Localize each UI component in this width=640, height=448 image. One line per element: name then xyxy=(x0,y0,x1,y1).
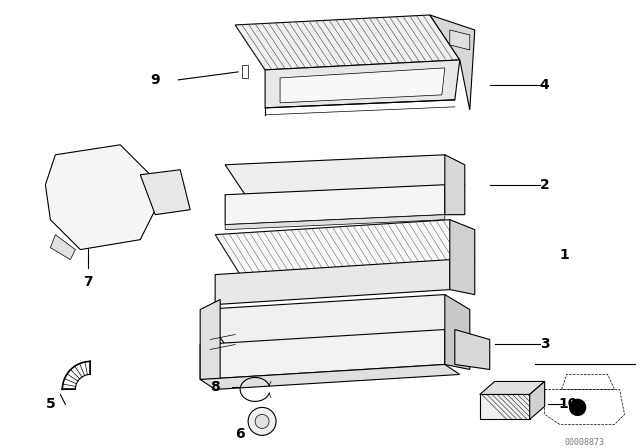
Text: 2: 2 xyxy=(540,178,550,192)
Polygon shape xyxy=(200,330,445,379)
Polygon shape xyxy=(51,235,76,260)
Polygon shape xyxy=(215,220,475,275)
Polygon shape xyxy=(455,330,490,370)
Polygon shape xyxy=(430,15,475,110)
Text: 1: 1 xyxy=(560,248,570,262)
Polygon shape xyxy=(480,381,545,394)
Polygon shape xyxy=(225,215,445,230)
Polygon shape xyxy=(450,220,475,295)
Polygon shape xyxy=(450,30,470,50)
Polygon shape xyxy=(225,185,445,225)
Text: 3: 3 xyxy=(540,337,550,352)
Polygon shape xyxy=(445,295,470,370)
Polygon shape xyxy=(265,60,460,108)
Circle shape xyxy=(570,400,586,415)
Polygon shape xyxy=(200,365,460,389)
Polygon shape xyxy=(280,68,445,103)
Text: 6: 6 xyxy=(236,427,245,441)
Text: 9: 9 xyxy=(150,73,160,87)
Text: 8: 8 xyxy=(211,380,220,394)
Polygon shape xyxy=(530,381,545,419)
Polygon shape xyxy=(480,394,530,419)
Text: 7: 7 xyxy=(84,275,93,289)
Ellipse shape xyxy=(81,172,124,222)
Text: 10: 10 xyxy=(558,397,577,411)
Text: 5: 5 xyxy=(45,397,55,411)
Polygon shape xyxy=(235,15,460,70)
Polygon shape xyxy=(225,155,465,195)
Circle shape xyxy=(248,407,276,435)
Polygon shape xyxy=(215,260,450,305)
Ellipse shape xyxy=(70,159,135,234)
Polygon shape xyxy=(200,300,220,379)
Polygon shape xyxy=(200,295,470,345)
Text: 00008873: 00008873 xyxy=(564,438,605,447)
Polygon shape xyxy=(140,170,190,215)
Polygon shape xyxy=(45,145,156,250)
Text: 4: 4 xyxy=(540,78,550,92)
Polygon shape xyxy=(445,155,465,215)
Circle shape xyxy=(255,414,269,428)
